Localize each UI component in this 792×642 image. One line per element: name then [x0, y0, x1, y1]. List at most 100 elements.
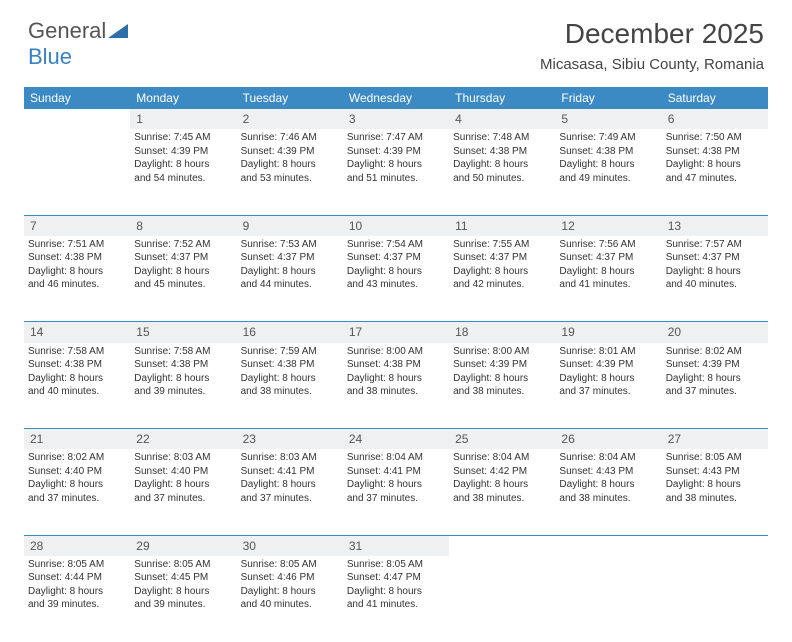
day-number-cell: 4 [449, 109, 555, 129]
day-number-cell: 2 [237, 109, 343, 129]
day-detail-line: and 38 minutes. [666, 492, 764, 506]
day-detail-row: Sunrise: 7:51 AMSunset: 4:38 PMDaylight:… [24, 236, 768, 322]
day-detail-line: Daylight: 8 hours [28, 265, 126, 279]
day-detail-line: Sunset: 4:39 PM [134, 145, 232, 159]
day-detail-line: Sunset: 4:39 PM [666, 358, 764, 372]
day-number-cell: 14 [24, 322, 130, 343]
day-detail-line: and 40 minutes. [28, 385, 126, 399]
day-detail-line: Sunrise: 7:58 AM [28, 345, 126, 359]
day-detail-cell: Sunrise: 7:53 AMSunset: 4:37 PMDaylight:… [237, 236, 343, 322]
day-detail-line: Sunset: 4:37 PM [241, 251, 339, 265]
day-number-cell [662, 535, 768, 556]
day-number-cell: 31 [343, 535, 449, 556]
day-number-cell: 26 [555, 429, 661, 450]
logo-text: General Blue [28, 18, 128, 70]
day-detail-line: Sunset: 4:41 PM [241, 465, 339, 479]
day-detail-line: Daylight: 8 hours [134, 372, 232, 386]
day-detail-line: Sunset: 4:46 PM [241, 571, 339, 585]
day-detail-line: Daylight: 8 hours [666, 478, 764, 492]
day-detail-line: Sunrise: 7:54 AM [347, 238, 445, 252]
day-detail-line: Sunrise: 7:49 AM [559, 131, 657, 145]
header: General Blue December 2025 Micasasa, Sib… [0, 0, 792, 77]
day-detail-line: Sunset: 4:38 PM [453, 145, 551, 159]
day-detail-line: and 37 minutes. [347, 492, 445, 506]
weekday-header: Thursday [449, 87, 555, 109]
day-detail-line: Sunset: 4:39 PM [453, 358, 551, 372]
day-detail-cell: Sunrise: 7:58 AMSunset: 4:38 PMDaylight:… [130, 343, 236, 429]
day-number-cell: 23 [237, 429, 343, 450]
day-detail-line: Sunrise: 8:02 AM [28, 451, 126, 465]
day-detail-line: Sunset: 4:37 PM [559, 251, 657, 265]
day-detail-line: Sunset: 4:40 PM [134, 465, 232, 479]
day-detail-cell: Sunrise: 7:55 AMSunset: 4:37 PMDaylight:… [449, 236, 555, 322]
day-detail-line: and 54 minutes. [134, 172, 232, 186]
day-detail-line: Daylight: 8 hours [453, 158, 551, 172]
day-detail-line: Sunset: 4:38 PM [347, 358, 445, 372]
day-detail-line: and 41 minutes. [559, 278, 657, 292]
day-detail-line: Sunrise: 7:53 AM [241, 238, 339, 252]
day-detail-line: and 47 minutes. [666, 172, 764, 186]
day-detail-cell [555, 556, 661, 642]
day-number-cell: 3 [343, 109, 449, 129]
day-number-cell: 12 [555, 215, 661, 236]
day-detail-line: Sunset: 4:37 PM [453, 251, 551, 265]
day-detail-cell: Sunrise: 7:51 AMSunset: 4:38 PMDaylight:… [24, 236, 130, 322]
day-detail-cell: Sunrise: 7:52 AMSunset: 4:37 PMDaylight:… [130, 236, 236, 322]
day-detail-line: and 44 minutes. [241, 278, 339, 292]
weekday-header: Wednesday [343, 87, 449, 109]
day-detail-cell: Sunrise: 7:50 AMSunset: 4:38 PMDaylight:… [662, 129, 768, 215]
day-detail-line: Sunrise: 7:50 AM [666, 131, 764, 145]
day-detail-line: Sunrise: 7:59 AM [241, 345, 339, 359]
day-detail-line: Sunset: 4:38 PM [28, 358, 126, 372]
weekday-header: Saturday [662, 87, 768, 109]
day-number-cell: 29 [130, 535, 236, 556]
day-detail-cell: Sunrise: 7:49 AMSunset: 4:38 PMDaylight:… [555, 129, 661, 215]
location-subtitle: Micasasa, Sibiu County, Romania [540, 56, 764, 73]
day-number-row: 78910111213 [24, 215, 768, 236]
day-number-cell: 17 [343, 322, 449, 343]
day-detail-line: Daylight: 8 hours [241, 478, 339, 492]
page-title: December 2025 [540, 18, 764, 50]
day-detail-line: and 37 minutes. [241, 492, 339, 506]
day-number-cell: 19 [555, 322, 661, 343]
weekday-header: Tuesday [237, 87, 343, 109]
day-number-cell: 9 [237, 215, 343, 236]
day-detail-line: and 45 minutes. [134, 278, 232, 292]
day-detail-line: Daylight: 8 hours [559, 372, 657, 386]
day-detail-line: Daylight: 8 hours [666, 158, 764, 172]
day-detail-cell: Sunrise: 7:46 AMSunset: 4:39 PMDaylight:… [237, 129, 343, 215]
day-detail-line: Daylight: 8 hours [134, 158, 232, 172]
day-detail-line: and 40 minutes. [666, 278, 764, 292]
day-detail-cell: Sunrise: 8:05 AMSunset: 4:43 PMDaylight:… [662, 449, 768, 535]
day-number-cell: 16 [237, 322, 343, 343]
day-detail-line: Sunrise: 8:02 AM [666, 345, 764, 359]
day-detail-line: Sunset: 4:47 PM [347, 571, 445, 585]
day-detail-line: Daylight: 8 hours [241, 372, 339, 386]
day-detail-line: Daylight: 8 hours [241, 158, 339, 172]
day-detail-line: and 50 minutes. [453, 172, 551, 186]
day-detail-cell: Sunrise: 8:03 AMSunset: 4:41 PMDaylight:… [237, 449, 343, 535]
day-detail-line: Sunset: 4:37 PM [347, 251, 445, 265]
day-detail-row: Sunrise: 7:45 AMSunset: 4:39 PMDaylight:… [24, 129, 768, 215]
day-detail-line: and 37 minutes. [666, 385, 764, 399]
day-detail-line: and 37 minutes. [28, 492, 126, 506]
day-detail-line: Daylight: 8 hours [134, 478, 232, 492]
day-detail-cell: Sunrise: 7:48 AMSunset: 4:38 PMDaylight:… [449, 129, 555, 215]
day-detail-line: Daylight: 8 hours [134, 265, 232, 279]
day-detail-line: Sunrise: 8:03 AM [241, 451, 339, 465]
day-detail-cell [24, 129, 130, 215]
logo: General Blue [28, 18, 128, 70]
calendar-table: Sunday Monday Tuesday Wednesday Thursday… [24, 87, 768, 642]
day-detail-line: Sunrise: 8:03 AM [134, 451, 232, 465]
title-block: December 2025 Micasasa, Sibiu County, Ro… [540, 18, 764, 73]
day-detail-line: Sunset: 4:37 PM [666, 251, 764, 265]
day-detail-cell: Sunrise: 8:04 AMSunset: 4:41 PMDaylight:… [343, 449, 449, 535]
day-number-cell: 11 [449, 215, 555, 236]
day-detail-line: Sunrise: 8:05 AM [134, 558, 232, 572]
day-detail-line: Sunrise: 7:45 AM [134, 131, 232, 145]
day-detail-line: Sunrise: 7:51 AM [28, 238, 126, 252]
day-detail-cell: Sunrise: 8:04 AMSunset: 4:43 PMDaylight:… [555, 449, 661, 535]
day-detail-cell: Sunrise: 7:56 AMSunset: 4:37 PMDaylight:… [555, 236, 661, 322]
day-detail-line: and 38 minutes. [453, 492, 551, 506]
day-number-cell: 20 [662, 322, 768, 343]
